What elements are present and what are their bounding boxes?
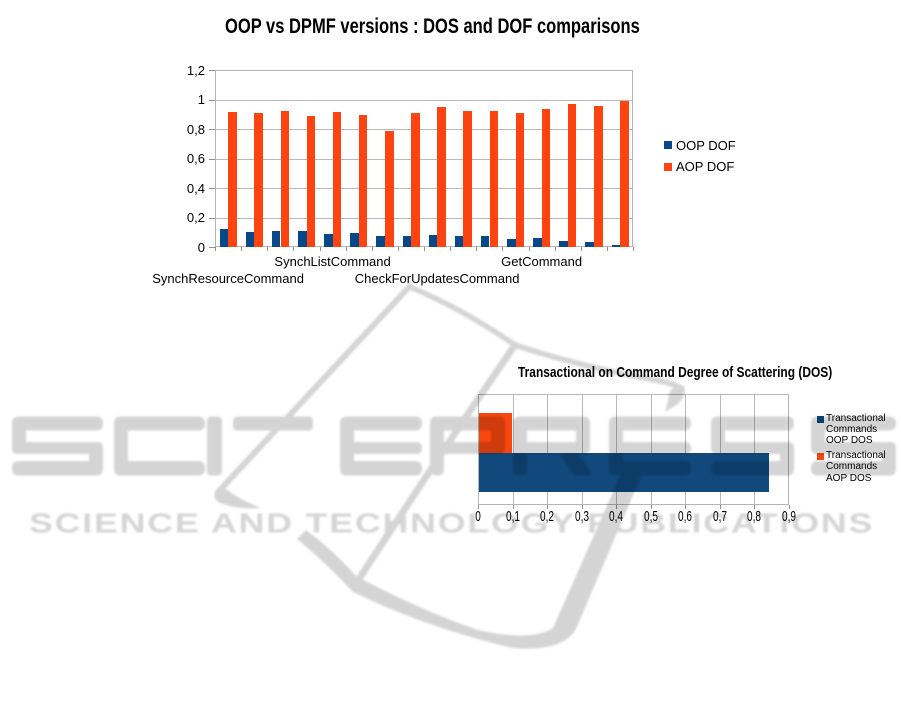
svg-text:SCIENCE AND TECHNOLOGY PUBLICA: SCIENCE AND TECHNOLOGY PUBLICATIONS [29, 507, 874, 538]
